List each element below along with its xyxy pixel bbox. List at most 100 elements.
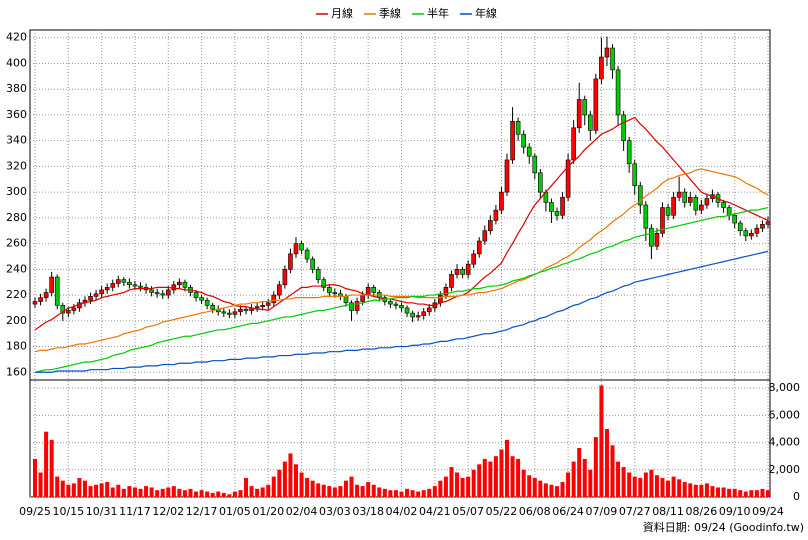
candle-body bbox=[371, 287, 377, 293]
candle-body bbox=[493, 209, 499, 221]
candle-body bbox=[315, 269, 321, 280]
candle-body bbox=[421, 311, 427, 316]
volume-bar bbox=[405, 488, 410, 497]
ma-line bbox=[34, 206, 769, 373]
volume-bar bbox=[554, 486, 559, 497]
candle-body bbox=[687, 196, 693, 203]
volume-bar bbox=[149, 487, 154, 497]
volume-bar bbox=[638, 477, 643, 497]
volume-bar bbox=[49, 439, 54, 497]
volume-bar bbox=[754, 490, 759, 497]
volume-bar bbox=[438, 480, 443, 497]
volume-bar bbox=[377, 487, 382, 497]
volume-bar bbox=[205, 491, 210, 497]
volume-bar bbox=[288, 453, 293, 497]
candle-body bbox=[765, 221, 771, 225]
volume-bar bbox=[505, 439, 510, 497]
candle-body bbox=[165, 289, 171, 296]
volume-bar bbox=[266, 484, 271, 497]
candle-body bbox=[610, 47, 615, 71]
volume-bar bbox=[94, 484, 99, 497]
x-tick-label: 07/09 bbox=[586, 505, 618, 518]
candle-body bbox=[260, 305, 265, 307]
candle-body bbox=[632, 163, 638, 186]
candle-body bbox=[149, 289, 154, 293]
candle-body bbox=[232, 311, 238, 315]
candle-body bbox=[471, 253, 476, 265]
volume-bar bbox=[749, 490, 754, 497]
volume-bar bbox=[371, 484, 376, 497]
volume-bar bbox=[582, 458, 587, 497]
volume-bar bbox=[399, 491, 404, 497]
volume-bar bbox=[77, 477, 82, 497]
candle-body bbox=[210, 305, 215, 310]
volume-bar bbox=[110, 487, 115, 497]
candle-body bbox=[649, 227, 654, 247]
x-tick-label: 06/08 bbox=[519, 505, 551, 518]
volume-bar bbox=[421, 490, 426, 497]
volume-bar bbox=[455, 472, 460, 497]
legend-label: 月線 bbox=[331, 6, 353, 20]
x-tick-label: 08/11 bbox=[652, 505, 684, 518]
candle-body bbox=[526, 146, 532, 157]
volume-bar bbox=[571, 461, 576, 497]
candle-body bbox=[654, 233, 660, 247]
candle-body bbox=[304, 249, 310, 260]
candle-body bbox=[604, 47, 610, 58]
candle-body bbox=[227, 312, 232, 315]
candle-body bbox=[476, 240, 482, 255]
volume-bar bbox=[432, 486, 437, 497]
volume-bar bbox=[688, 483, 693, 497]
candle-body bbox=[399, 305, 404, 309]
volume-bar bbox=[338, 486, 343, 497]
volume-bar bbox=[366, 482, 371, 497]
y-tick-label: 420 bbox=[6, 31, 27, 44]
volume-bar bbox=[760, 488, 765, 497]
legend-label: 年線 bbox=[475, 6, 497, 20]
volume-bar bbox=[299, 472, 304, 497]
candle-body bbox=[60, 305, 66, 314]
x-tick-label: 10/31 bbox=[86, 505, 118, 518]
volume-bar bbox=[677, 479, 682, 497]
candle-body bbox=[404, 307, 410, 314]
y-tick-label: 200 bbox=[6, 314, 27, 327]
candle-body bbox=[510, 121, 515, 161]
candle-body bbox=[721, 202, 726, 208]
volume-bar bbox=[33, 458, 37, 497]
x-tick-label: 09/25 bbox=[19, 505, 51, 518]
volume-bar bbox=[660, 477, 665, 497]
volume-bar bbox=[305, 477, 310, 497]
candle-body bbox=[99, 289, 104, 295]
candle-body bbox=[343, 296, 349, 304]
volume-bar bbox=[144, 486, 149, 497]
volume-bar bbox=[521, 469, 526, 497]
y-tick-label: 300 bbox=[6, 185, 27, 198]
candle-body bbox=[615, 69, 621, 116]
candle-body bbox=[154, 292, 160, 295]
volume-bar bbox=[738, 490, 743, 497]
x-tick-label: 04/21 bbox=[419, 505, 451, 518]
volume-bar bbox=[610, 445, 615, 497]
volume-bar bbox=[482, 458, 487, 497]
candle-body bbox=[560, 196, 565, 216]
volume-bar bbox=[477, 464, 482, 497]
volume-bar bbox=[71, 483, 76, 497]
candle-body bbox=[204, 299, 210, 306]
volume-bar bbox=[566, 472, 571, 497]
x-tick-label: 08/26 bbox=[686, 505, 718, 518]
candle-body bbox=[332, 292, 338, 295]
candle-body bbox=[177, 281, 182, 286]
volume-bar bbox=[532, 477, 537, 497]
volume-bar bbox=[360, 486, 365, 497]
volume-bar bbox=[244, 477, 249, 497]
y-tick-label: 220 bbox=[6, 288, 27, 301]
volume-bar bbox=[743, 491, 748, 497]
candle-body bbox=[43, 292, 49, 298]
volume-bar bbox=[82, 480, 87, 497]
volume-bar bbox=[277, 469, 282, 497]
ma-line bbox=[35, 250, 769, 373]
volume-bar bbox=[593, 437, 598, 497]
volume-bar bbox=[260, 487, 265, 497]
x-tick-label: 01/20 bbox=[252, 505, 284, 518]
